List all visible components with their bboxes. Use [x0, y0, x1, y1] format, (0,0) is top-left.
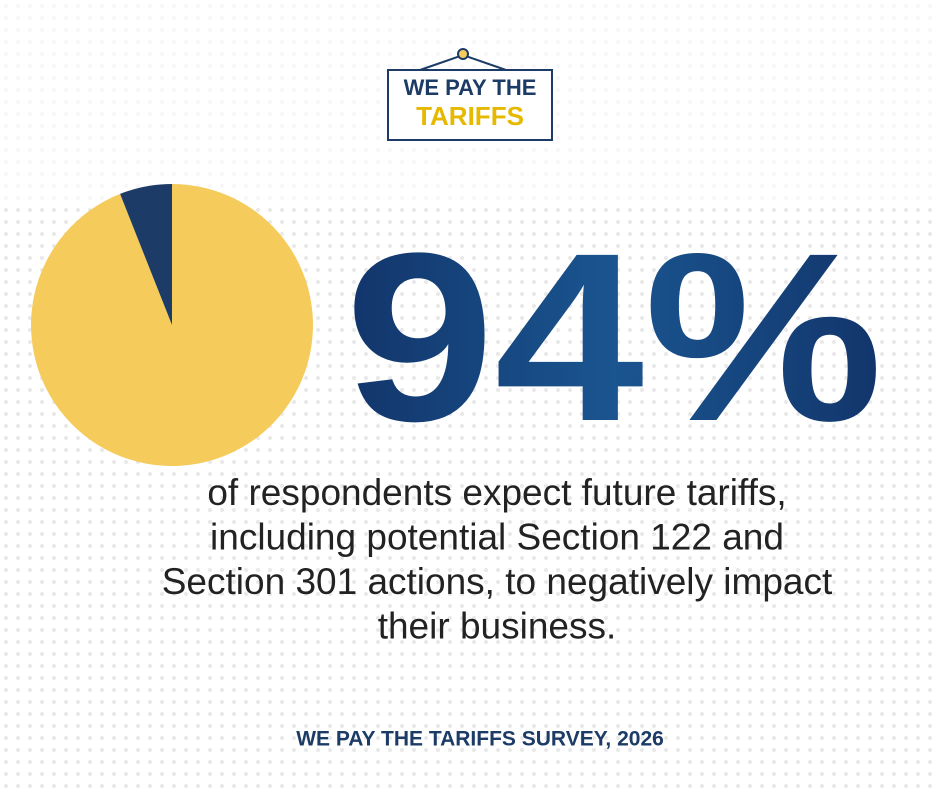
- logo: WE PAY THE TARIFFS: [387, 48, 553, 141]
- source: WE PAY THE TARIFFS SURVEY, 2026: [296, 728, 664, 751]
- pie-slice: [30, 184, 314, 467]
- logo-line1: WE PAY THE: [404, 75, 537, 100]
- caption-line: of respondents expect future tariffs,: [207, 472, 786, 513]
- headline-value: 94%: [345, 203, 883, 471]
- caption: of respondents expect future tariffs,inc…: [162, 472, 833, 647]
- logo-frame: [387, 69, 553, 141]
- caption-line: their business.: [378, 605, 617, 646]
- logo-line2: TARIFFS: [416, 101, 524, 131]
- caption-line: including potential Section 122 and: [210, 516, 784, 557]
- logo-hook: [457, 48, 469, 60]
- pie-slice: [120, 184, 172, 325]
- pie: [30, 184, 314, 467]
- caption-line: Section 301 actions, to negatively impac…: [162, 561, 833, 602]
